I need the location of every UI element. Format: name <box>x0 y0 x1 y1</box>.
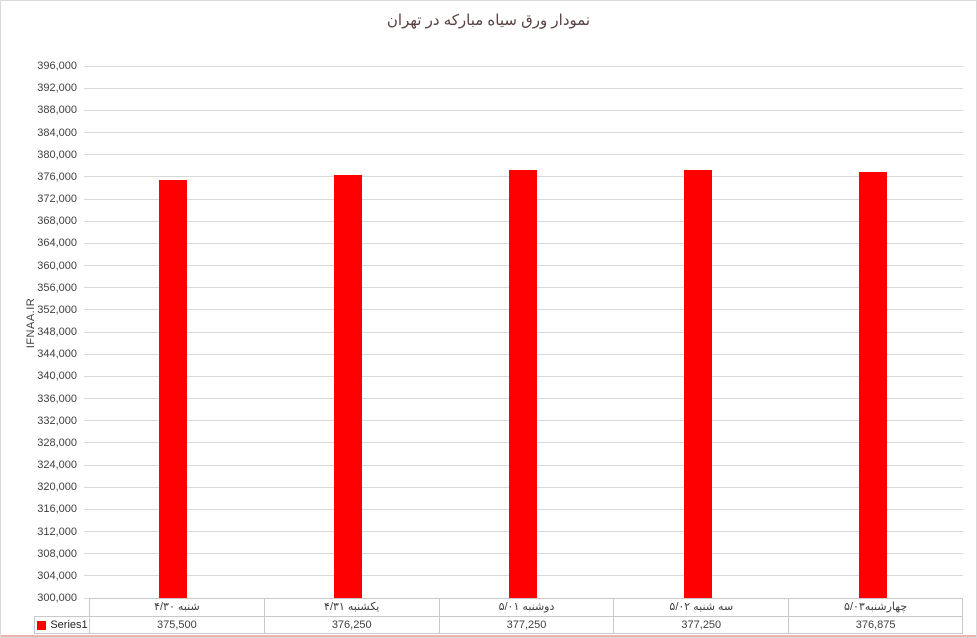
bar <box>334 175 363 598</box>
y-tick-label: 372,000 <box>37 193 77 205</box>
y-tick-label: 344,000 <box>37 348 77 361</box>
y-tick-mark <box>84 198 89 200</box>
y-tick-mark <box>84 375 89 377</box>
category-cell: شنبه ۴/۳۰ <box>89 598 264 616</box>
y-tick-label: 364,000 <box>37 237 77 250</box>
y-tick-mark <box>84 176 89 178</box>
y-tick-mark <box>84 575 89 577</box>
data-table: Series1 شنبه ۴/۳۰ 375,500 یکشنبه ۴/۳۱ 376,2… <box>1 598 976 634</box>
value-cell: 376,250 <box>263 616 439 634</box>
y-tick-mark <box>84 442 89 444</box>
category-cell: سه شنبه ۵/۰۲ <box>613 598 789 616</box>
bar <box>509 169 537 598</box>
y-tick-label: 324,000 <box>37 459 77 471</box>
y-tick-label: 304,000 <box>37 569 77 582</box>
y-tick-mark <box>84 597 89 599</box>
gridline <box>89 65 963 67</box>
y-tick-mark <box>84 420 89 422</box>
y-tick-label: 308,000 <box>37 547 77 560</box>
y-tick-label: 368,000 <box>37 215 77 228</box>
gridline <box>89 109 963 111</box>
gridline <box>89 132 963 133</box>
y-tick-mark <box>84 65 89 67</box>
gridline <box>89 154 963 156</box>
y-tick-mark <box>84 398 89 399</box>
y-tick-label: 300,000 <box>37 592 77 604</box>
y-tick-label: 376,000 <box>37 170 77 183</box>
y-tick-label: 316,000 <box>37 503 77 516</box>
value-cell: 377,250 <box>613 616 789 634</box>
y-tick-label: 340,000 <box>37 370 77 383</box>
y-tick-label: 380,000 <box>37 148 77 161</box>
value-cell: 376,875 <box>788 616 963 634</box>
bar <box>683 169 712 598</box>
plot-area <box>89 65 963 599</box>
y-tick-mark <box>84 242 89 244</box>
bar <box>858 171 887 598</box>
y-tick-mark <box>84 132 89 133</box>
y-tick-label: 336,000 <box>37 392 77 405</box>
y-tick-mark <box>84 553 89 555</box>
y-tick-mark <box>84 309 89 311</box>
y-tick-label: 312,000 <box>37 525 77 538</box>
y-tick-mark <box>84 87 89 89</box>
y-tick-label: 392,000 <box>37 82 77 95</box>
y-tick-label: 328,000 <box>37 436 77 449</box>
category-cell: یکشنبه ۴/۳۱ <box>263 598 439 616</box>
y-tick-mark <box>84 486 89 488</box>
y-tick-mark <box>84 287 89 289</box>
bar <box>159 179 188 598</box>
y-tick-mark <box>84 464 89 466</box>
value-cell: 375,500 <box>89 616 264 634</box>
category-cell: دوشنبه ۵/۰۱ <box>438 598 614 616</box>
y-tick-mark <box>84 508 89 510</box>
chart-title: نمودار ورق سیاه مبارکه در تهران <box>386 12 591 29</box>
y-tick-mark <box>84 220 89 222</box>
y-tick-label: 332,000 <box>37 414 77 427</box>
y-tick-mark <box>84 531 89 532</box>
y-tick-mark <box>84 109 89 111</box>
y-tick-mark <box>84 265 89 266</box>
series-color-swatch <box>37 620 47 630</box>
y-tick-label: 384,000 <box>37 126 77 139</box>
legend-cell: Series1 <box>34 616 90 634</box>
legend-label: Series1 <box>50 619 88 631</box>
y-tick-mark <box>84 154 89 156</box>
y-tick-mark <box>84 331 89 333</box>
category-cell: چهارشنبه۵/۰۳ <box>788 598 963 616</box>
y-tick-label: 356,000 <box>37 281 77 294</box>
y-tick-label: 360,000 <box>37 259 77 272</box>
y-tick-label: 388,000 <box>37 104 77 117</box>
y-tick-mark <box>84 353 89 355</box>
y-tick-label: 320,000 <box>37 481 77 494</box>
y-tick-label: 352,000 <box>37 303 77 316</box>
bottom-accent-line <box>1 635 976 637</box>
y-tick-label: 396,000 <box>37 60 77 72</box>
value-cell: 377,250 <box>438 616 614 634</box>
gridline <box>89 87 963 89</box>
y-tick-label: 348,000 <box>37 326 77 338</box>
